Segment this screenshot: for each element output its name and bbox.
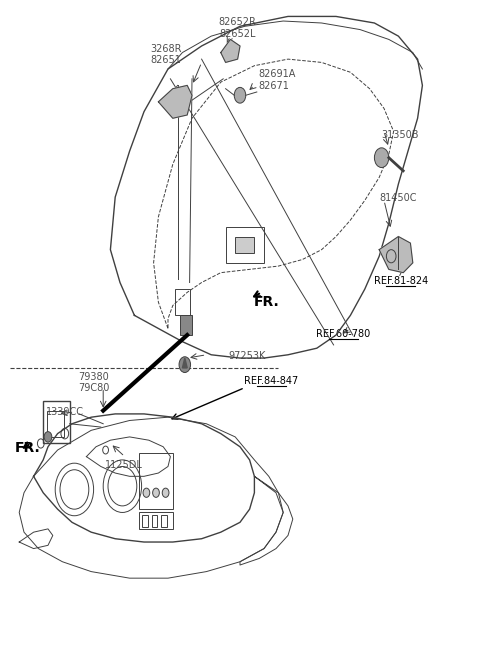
Bar [235,237,254,253]
Text: REF.81-824: REF.81-824 [373,275,428,286]
Circle shape [374,148,389,168]
Circle shape [143,488,150,497]
Bar [142,515,148,527]
Bar [139,512,173,529]
Bar [180,315,192,335]
Text: REF.84-847: REF.84-847 [244,376,299,386]
Bar [139,453,173,509]
Text: 79380
79C80: 79380 79C80 [78,372,109,393]
Text: 1125DL: 1125DL [105,460,143,470]
Bar [226,227,264,263]
Bar [152,515,157,527]
Circle shape [179,357,191,373]
Bar [175,289,190,315]
Text: FR.: FR. [15,441,41,455]
Polygon shape [221,39,240,62]
Circle shape [162,488,169,497]
Text: 97253K: 97253K [228,351,265,361]
Text: REF.60-780: REF.60-780 [316,328,371,339]
Polygon shape [379,237,413,273]
Text: FR.: FR. [253,295,279,309]
Circle shape [153,488,159,497]
Text: 82652R
82652L: 82652R 82652L [219,18,256,39]
Text: 81450C: 81450C [379,193,417,204]
Polygon shape [158,85,192,118]
Text: 82691A
82671: 82691A 82671 [258,70,296,91]
Text: 3268R
82651: 3268R 82651 [150,44,181,65]
Circle shape [234,87,246,103]
Bar [47,411,64,437]
Polygon shape [182,358,187,368]
Circle shape [44,432,52,442]
Text: 1339CC: 1339CC [46,407,84,417]
Bar [161,515,167,527]
Text: 31350B: 31350B [382,129,419,140]
Bar [43,401,70,443]
